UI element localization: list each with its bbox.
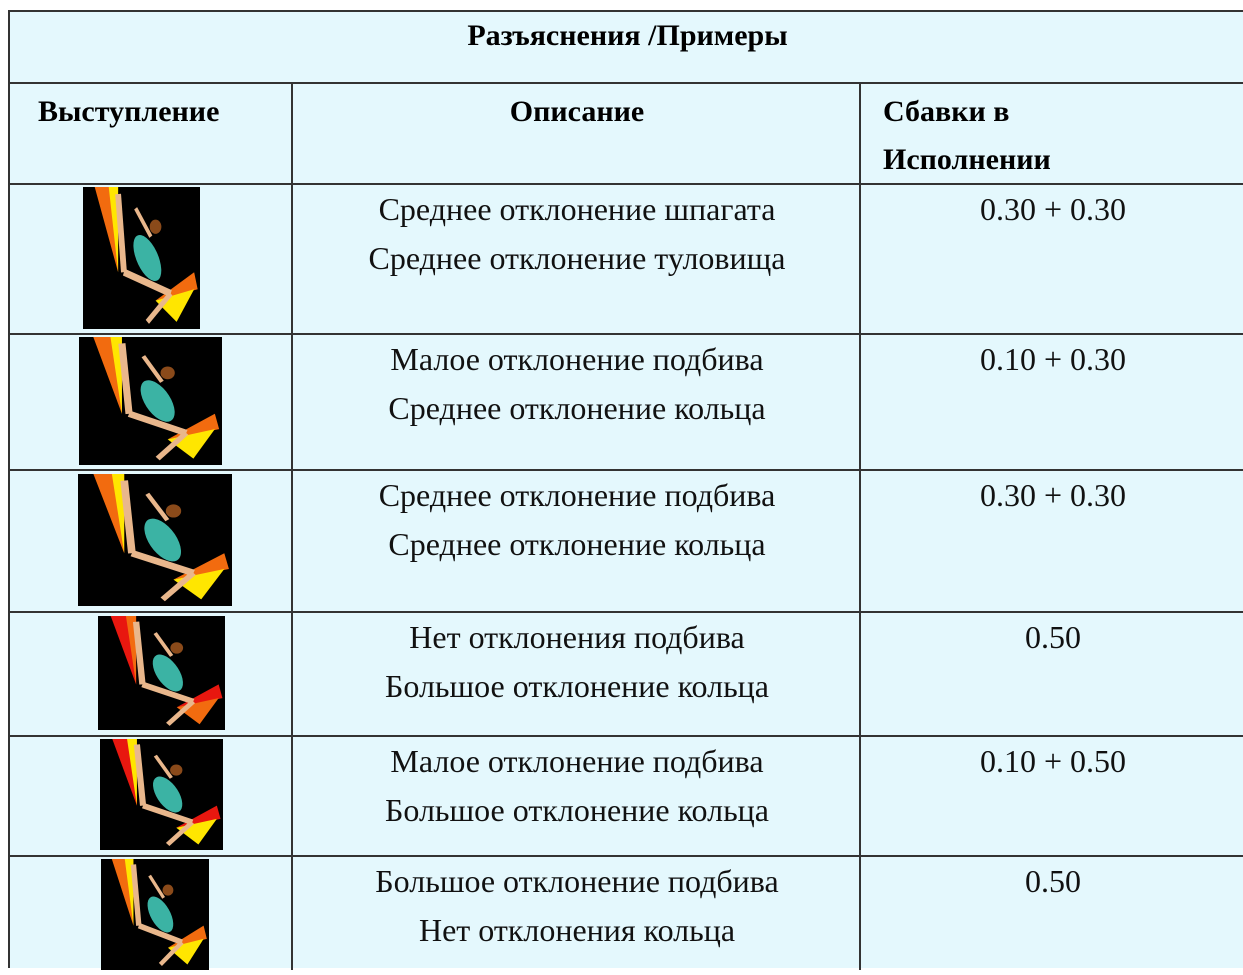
figure [79,337,222,465]
gymnast-illustration [98,616,225,730]
description-line: Малое отклонение подбива [390,743,764,779]
gymnast-illustration [101,859,209,970]
row-border [10,855,1243,857]
description-line: Среднее отклонение шпагата [378,191,776,227]
gymnast-illustration [78,474,232,606]
figure [83,187,200,329]
description-line: Большое отклонение кольца [385,668,769,704]
figure [98,616,225,730]
row-border [10,611,1243,613]
deduction: 0.30 + 0.30 [979,191,1127,227]
description-line: Среднее отклонение кольца [388,526,766,562]
column-border [859,82,861,970]
column-header: Сбавки в Исполнении [883,95,1051,176]
description-line: Малое отклонение подбива [390,341,764,377]
table: Разъяснения /Примеры Выступление Описани… [8,10,1243,970]
figure [100,739,223,850]
deduction: 0.50 [1025,619,1081,655]
row-border [10,469,1243,471]
description-line: Нет отклонения кольца [418,912,736,948]
column-border [291,82,293,970]
row-border [10,333,1243,335]
row-border [10,82,1243,84]
gymnast-illustration [100,739,223,850]
description-line: Среднее отклонение кольца [388,390,766,426]
column-header: Описание [509,95,645,128]
table-title: Разъяснения /Примеры [467,19,788,52]
description-line: Нет отклонения подбива [409,619,745,655]
figure [101,859,209,970]
column-header: Выступление [38,95,220,128]
description-line: Среднее отклонение туловища [368,240,786,276]
deduction: 0.50 [1025,863,1081,899]
description-line: Среднее отклонение подбива [378,477,776,513]
gymnast-illustration [79,337,222,465]
figure [78,474,232,606]
deduction: 0.10 + 0.30 [979,341,1127,377]
row-border [10,735,1243,737]
gymnast-illustration [83,187,200,329]
deduction: 0.10 + 0.50 [979,743,1127,779]
row-border [10,183,1243,185]
deduction: 0.30 + 0.30 [979,477,1127,513]
description-line: Большое отклонение подбива [375,863,779,899]
description-line: Большое отклонение кольца [385,792,769,828]
